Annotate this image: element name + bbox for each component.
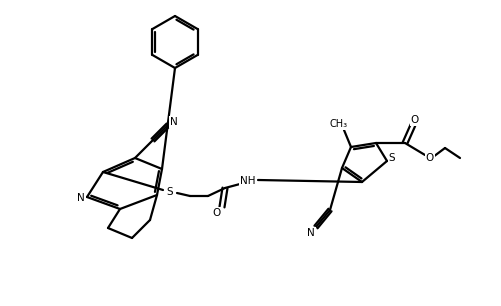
Text: N: N — [307, 228, 314, 238]
Text: O: O — [410, 115, 418, 125]
Text: NH: NH — [240, 176, 255, 186]
Text: S: S — [166, 187, 173, 197]
Text: O: O — [425, 153, 433, 163]
Text: O: O — [212, 208, 220, 218]
Text: N: N — [170, 117, 177, 127]
Text: CH₃: CH₃ — [329, 119, 347, 129]
Text: N: N — [77, 193, 85, 203]
Text: S: S — [388, 153, 394, 163]
